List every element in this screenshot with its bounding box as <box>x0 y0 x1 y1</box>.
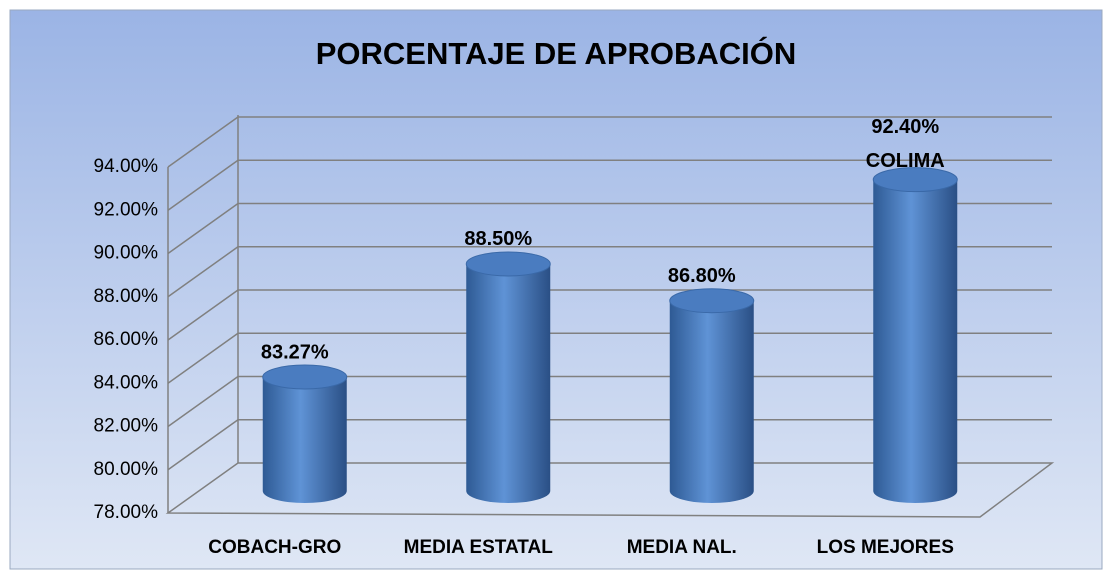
y-tick-label: 90.00% <box>94 243 159 264</box>
y-tick-label: 88.00% <box>94 286 159 307</box>
floor <box>165 462 1055 518</box>
y-tick-label: 80.00% <box>94 459 159 480</box>
value-label: 88.50% <box>464 228 532 250</box>
value-label: 86.80% <box>668 265 736 287</box>
annotation: COLIMA <box>866 150 945 172</box>
grid-line <box>167 246 239 298</box>
grid-line <box>167 375 239 428</box>
value-label: 92.40% <box>871 116 939 138</box>
y-tick-label: 92.00% <box>94 199 159 220</box>
bar-top <box>872 167 958 193</box>
bar <box>873 179 958 503</box>
y-tick-label: 94.00% <box>94 156 159 177</box>
x-tick-label: COBACH-GRO <box>208 537 341 558</box>
bar-top <box>262 364 348 390</box>
grid-line <box>167 419 239 471</box>
bar <box>669 300 754 503</box>
grid-line <box>167 116 239 168</box>
grid-line <box>167 159 239 211</box>
x-tick-label: MEDIA NAL. <box>627 537 737 558</box>
bar <box>466 263 551 503</box>
y-tick-label: 84.00% <box>94 372 159 393</box>
x-tick-label: MEDIA ESTATAL <box>404 537 554 558</box>
y-tick-label: 86.00% <box>94 329 159 350</box>
chart-title: PORCENTAJE DE APROBACIÓN <box>316 35 797 71</box>
value-label: 83.27% <box>261 341 329 363</box>
y-tick-label: 82.00% <box>94 416 159 437</box>
grid-line <box>167 202 239 255</box>
bar-top <box>669 288 755 314</box>
grid-line <box>167 332 239 384</box>
y-tick-label: 78.00% <box>94 502 159 523</box>
bar <box>262 377 347 503</box>
bar-top <box>465 251 551 277</box>
grid-line <box>167 289 239 341</box>
x-tick-label: LOS MEJORES <box>817 537 954 558</box>
